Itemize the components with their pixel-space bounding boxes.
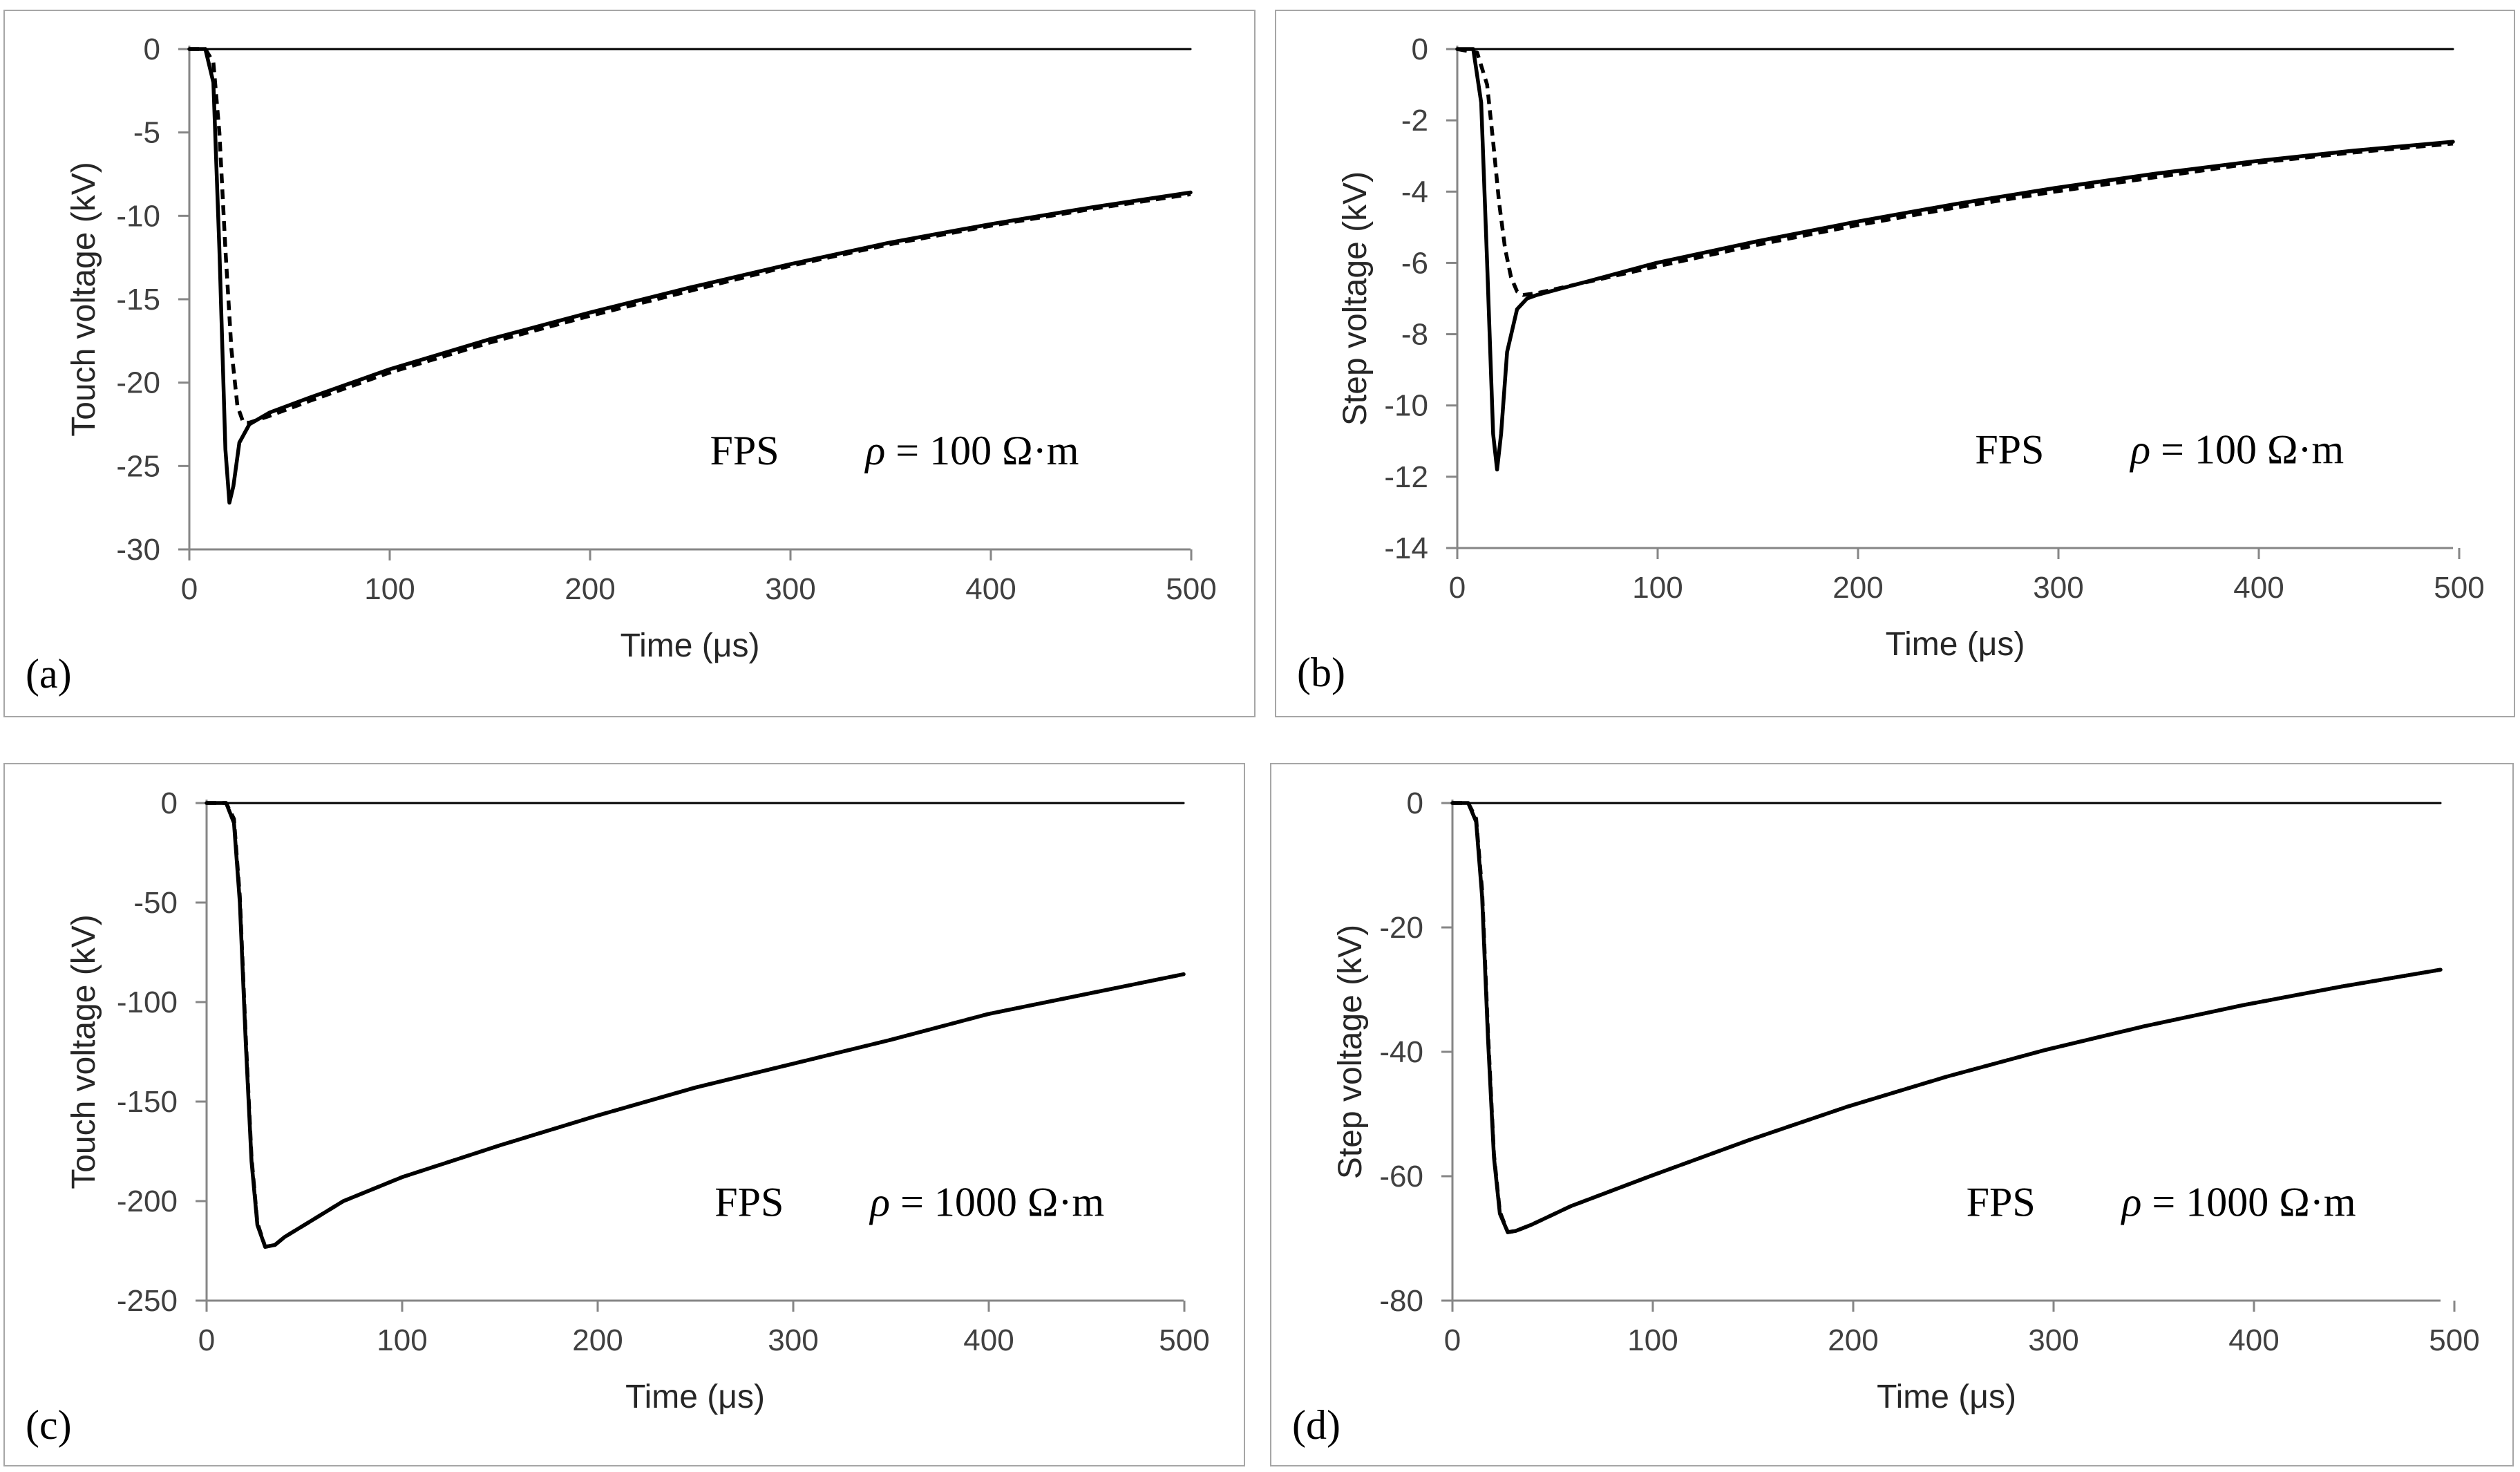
x-tick-label: 0 bbox=[198, 1323, 215, 1357]
annotation-rho: ρ = 100 Ω·m bbox=[864, 428, 1079, 473]
y-tick-label: -14 bbox=[1384, 531, 1428, 565]
x-tick-label: 400 bbox=[963, 1323, 1014, 1357]
rho-symbol: ρ bbox=[864, 428, 885, 473]
series-dashed-line bbox=[1452, 801, 2441, 1234]
y-tick-label: -100 bbox=[117, 985, 178, 1019]
x-tick-label: 100 bbox=[1627, 1323, 1678, 1357]
y-tick-label: -20 bbox=[1379, 911, 1423, 945]
panel-b: 0 -2 -4 -6 -8 -10 -12 -14 0 100 200 300 400 500 Time (… bbox=[1275, 10, 2515, 717]
y-tick-label: -12 bbox=[1384, 460, 1428, 494]
x-tick-label: 300 bbox=[765, 572, 815, 606]
x-tick-label: 500 bbox=[2429, 1323, 2479, 1357]
y-axis-title: Touch voltage (kV) bbox=[66, 162, 102, 437]
panel-label: (b) bbox=[1297, 650, 1345, 695]
annotation-system: FPS bbox=[1967, 1180, 2036, 1225]
x-tick-label: 500 bbox=[2434, 571, 2484, 605]
x-tick-label: 500 bbox=[1166, 572, 1216, 606]
panel-a: 0 -5 -10 -15 -20 -25 -30 0 100 200 300 400 500 Time (… bbox=[3, 10, 1256, 717]
y-tick-label: -15 bbox=[116, 283, 160, 317]
rho-symbol: ρ bbox=[2129, 426, 2150, 472]
x-tick-label: 100 bbox=[1632, 571, 1683, 605]
x-tick-label: 200 bbox=[1828, 1323, 1878, 1357]
series-dashed-line bbox=[189, 47, 1191, 425]
x-tick-label: 0 bbox=[1449, 571, 1466, 605]
chart-b: 0 -2 -4 -6 -8 -10 -12 -14 0 100 200 300 400 500 Time (… bbox=[1297, 32, 2485, 695]
x-tick-label: 300 bbox=[768, 1323, 818, 1357]
series-dashed-line bbox=[207, 801, 1184, 1249]
x-tick-label: 100 bbox=[377, 1323, 427, 1357]
x-tick-label: 300 bbox=[2028, 1323, 2078, 1357]
y-tick-label: -10 bbox=[1384, 389, 1428, 423]
panel-c: 0 -50 -100 -150 -200 -250 0 100 200 300 400 500 Time… bbox=[3, 763, 1245, 1466]
x-tick-label: 200 bbox=[572, 1323, 623, 1357]
y-axis-title: Step voltage (kV) bbox=[1337, 171, 1374, 426]
chart-d: 0 -20 -40 -60 -80 0 100 200 300 400 500 Time (μs) St… bbox=[1292, 786, 2480, 1448]
panel-d: 0 -20 -40 -60 -80 0 100 200 300 400 500 Time (μs) St… bbox=[1270, 763, 2514, 1466]
series-solid-line bbox=[187, 47, 1193, 505]
x-tick-label: 300 bbox=[2033, 571, 2083, 605]
y-tick-label: -6 bbox=[1401, 246, 1428, 280]
x-tick-label: 200 bbox=[565, 572, 615, 606]
y-tick-label: -20 bbox=[116, 366, 160, 400]
y-tick-label: 0 bbox=[1407, 786, 1423, 820]
x-tick-label: 100 bbox=[364, 572, 415, 606]
y-tick-label: -8 bbox=[1401, 318, 1428, 352]
panel-label: (d) bbox=[1292, 1402, 1340, 1448]
annotation-system: FPS bbox=[714, 1180, 784, 1225]
y-tick-label: -200 bbox=[117, 1185, 178, 1218]
annotation-rho: ρ = 1000 Ω·m bbox=[2121, 1180, 2356, 1225]
y-axis-title: Step voltage (kV) bbox=[1332, 925, 1369, 1179]
y-tick-label: -25 bbox=[116, 449, 160, 483]
series-solid-line bbox=[1450, 801, 2443, 1234]
y-tick-label: -10 bbox=[116, 199, 160, 233]
x-axis-title: Time (μs) bbox=[1886, 626, 2025, 663]
annotation-rho: ρ = 1000 Ω·m bbox=[869, 1180, 1104, 1225]
x-tick-label: 400 bbox=[965, 572, 1016, 606]
y-axis-title: Touch voltage (kV) bbox=[66, 914, 102, 1189]
y-tick-label: 0 bbox=[144, 32, 160, 66]
x-axis-title: Time (μs) bbox=[1877, 1379, 2016, 1415]
x-tick-label: 400 bbox=[2233, 571, 2284, 605]
rho-value: = 100 Ω·m bbox=[885, 428, 1079, 473]
x-axis-title: Time (μs) bbox=[620, 628, 760, 664]
y-tick-label: -150 bbox=[117, 1085, 178, 1119]
y-tick-label: -80 bbox=[1379, 1284, 1423, 1318]
x-tick-label: 0 bbox=[1444, 1323, 1461, 1357]
x-tick-label: 0 bbox=[181, 572, 198, 606]
chart-c: 0 -50 -100 -150 -200 -250 0 100 200 300 400 500 Time… bbox=[26, 786, 1210, 1448]
x-tick-label: 500 bbox=[1159, 1323, 1209, 1357]
y-tick-label: 0 bbox=[161, 786, 178, 820]
panel-label: (c) bbox=[26, 1402, 72, 1448]
rho-symbol: ρ bbox=[869, 1180, 890, 1225]
y-tick-label: -30 bbox=[116, 533, 160, 567]
y-tick-label: -5 bbox=[133, 116, 160, 150]
y-tick-label: -2 bbox=[1401, 104, 1428, 138]
y-tick-label: -60 bbox=[1379, 1160, 1423, 1193]
annotation-system: FPS bbox=[1975, 426, 2044, 472]
y-tick-label: 0 bbox=[1412, 32, 1428, 66]
annotation-system: FPS bbox=[710, 428, 779, 473]
x-tick-label: 400 bbox=[2228, 1323, 2279, 1357]
x-axis-title: Time (μs) bbox=[625, 1379, 765, 1415]
x-tick-label: 200 bbox=[1832, 571, 1883, 605]
y-tick-label: -4 bbox=[1401, 175, 1428, 209]
series-solid-line bbox=[1455, 47, 2455, 472]
chart-a: 0 -5 -10 -15 -20 -25 -30 0 100 200 300 400 500 Time (… bbox=[26, 32, 1217, 697]
series-dashed-line bbox=[1457, 47, 2454, 297]
rho-symbol: ρ bbox=[2121, 1180, 2142, 1225]
rho-value: = 1000 Ω·m bbox=[2141, 1180, 2356, 1225]
rho-value: = 1000 Ω·m bbox=[890, 1180, 1104, 1225]
y-tick-label: -250 bbox=[117, 1284, 178, 1318]
y-tick-label: -50 bbox=[133, 886, 178, 920]
rho-value: = 100 Ω·m bbox=[2150, 426, 2344, 472]
y-tick-label: -40 bbox=[1379, 1035, 1423, 1069]
panel-label: (a) bbox=[26, 651, 72, 697]
annotation-rho: ρ = 100 Ω·m bbox=[2129, 426, 2344, 472]
